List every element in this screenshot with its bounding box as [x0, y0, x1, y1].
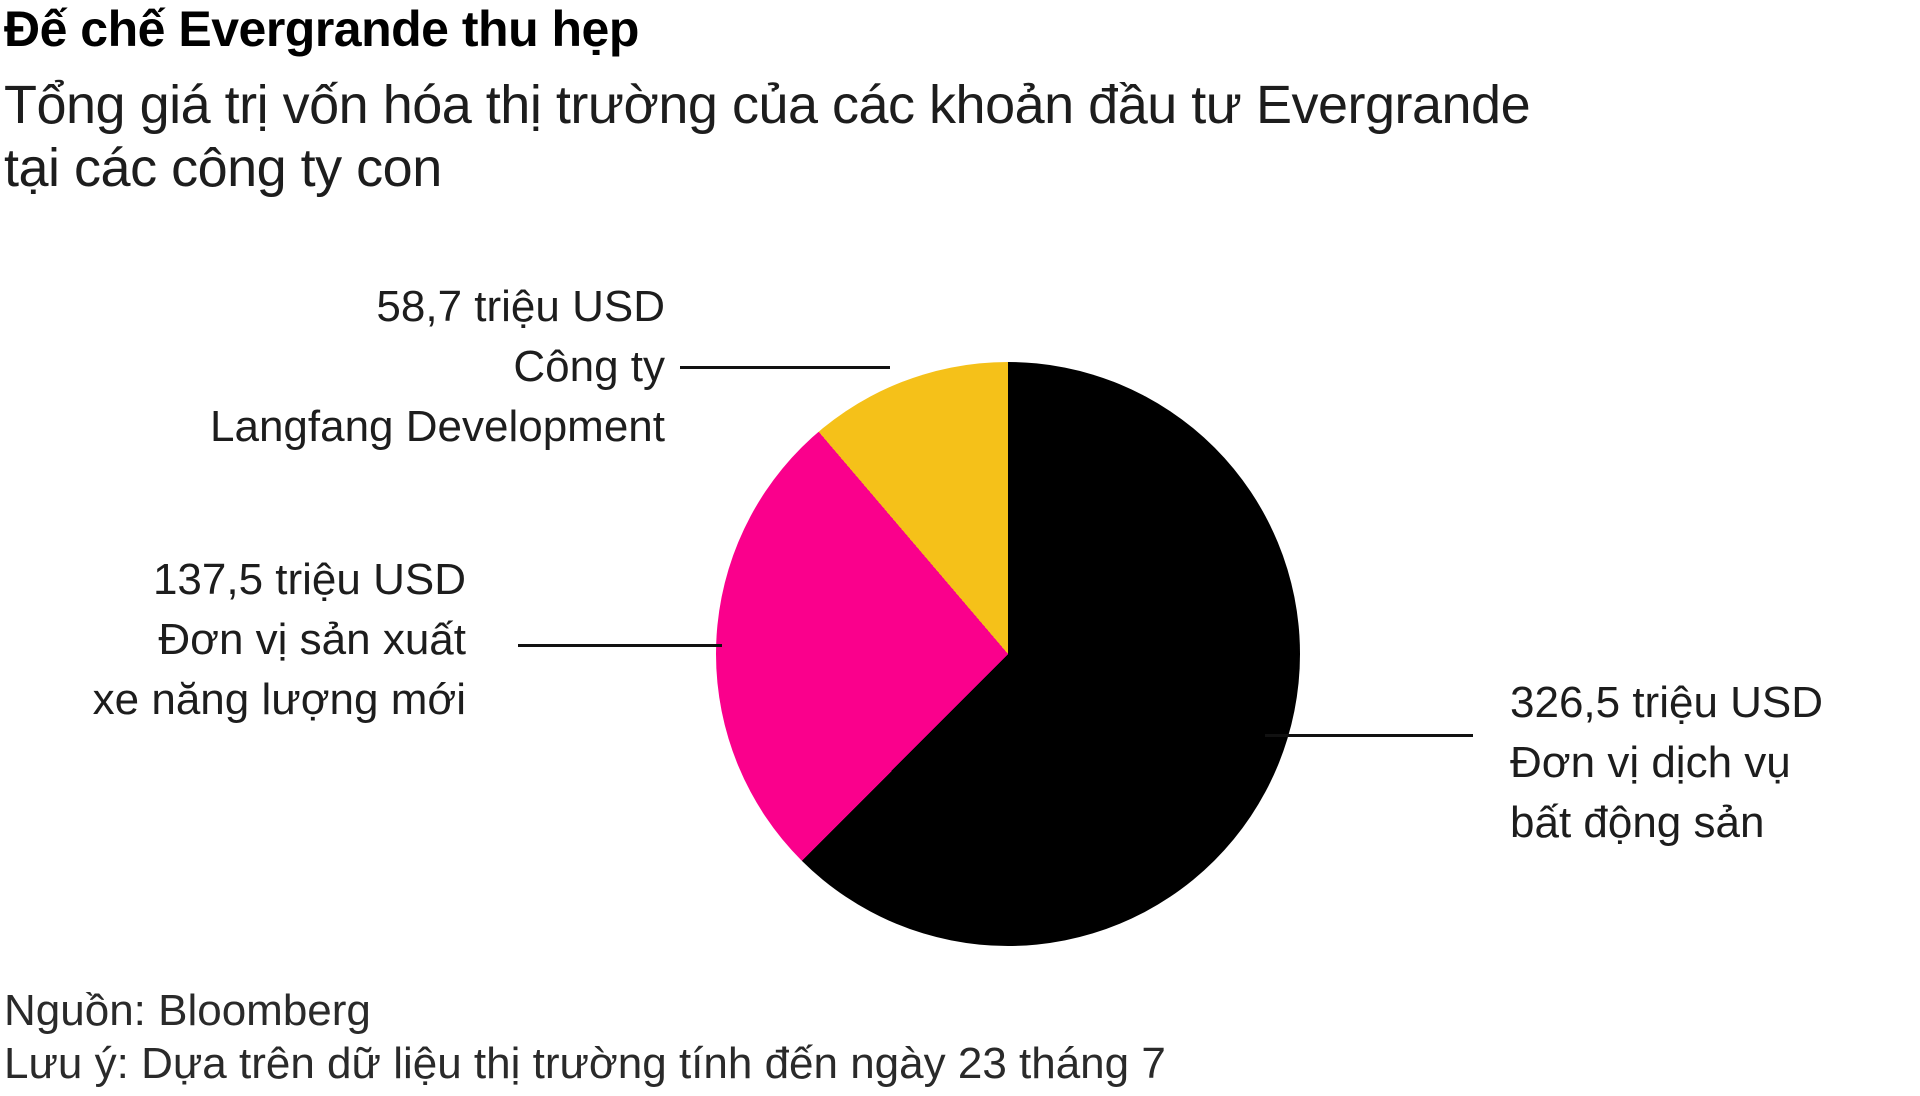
slice-name-nev-line-2: xe năng lượng mới	[92, 675, 466, 724]
slice-label-property: 326,5 triệu USD Đơn vị dịch vụ bất động …	[1510, 673, 1920, 853]
slice-value-property: 326,5 triệu USD	[1510, 678, 1824, 727]
chart-title: Đế chế Evergrande thu hẹp	[4, 1, 639, 57]
slice-label-nev: 137,5 triệu USD Đơn vị sản xuất xe năng …	[66, 550, 466, 730]
chart-subtitle: Tổng giá trị vốn hóa thị trường của các …	[4, 74, 1531, 200]
chart-subtitle-line-2: tại các công ty con	[4, 138, 442, 198]
chart-subtitle-line-1: Tổng giá trị vốn hóa thị trường của các …	[4, 75, 1531, 135]
pie-chart	[716, 362, 1300, 946]
data-note: Lưu ý: Dựa trên dữ liệu thị trường tính …	[4, 1039, 1166, 1088]
slice-name-nev-line-1: Đơn vị sản xuất	[158, 615, 466, 664]
slice-name-langfang-line-1: Công ty	[513, 342, 665, 391]
callout-line-langfang	[680, 366, 890, 369]
callout-line-property	[1265, 734, 1473, 737]
slice-name-property-line-1: Đơn vị dịch vụ	[1510, 738, 1791, 787]
callout-line-nev	[518, 644, 722, 647]
slice-name-langfang-line-2: Langfang Development	[210, 402, 665, 451]
slice-value-langfang: 58,7 triệu USD	[376, 282, 665, 331]
source-note: Nguồn: Bloomberg	[4, 986, 371, 1035]
slice-label-langfang: 58,7 triệu USD Công ty Langfang Developm…	[165, 277, 665, 457]
chart-footer: Nguồn: Bloomberg Lưu ý: Dựa trên dữ liệu…	[4, 984, 1166, 1090]
slice-name-property-line-2: bất động sản	[1510, 798, 1765, 847]
slice-value-nev: 137,5 triệu USD	[152, 555, 466, 604]
